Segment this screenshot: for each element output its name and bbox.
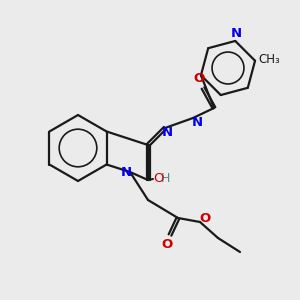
Text: O: O <box>200 212 211 224</box>
Text: O: O <box>194 73 205 85</box>
Text: N: N <box>191 116 203 130</box>
Text: O: O <box>161 238 172 250</box>
Text: N: N <box>161 127 172 140</box>
Text: O: O <box>153 172 163 185</box>
Text: H: H <box>160 172 170 184</box>
Text: N: N <box>120 167 132 179</box>
Text: CH₃: CH₃ <box>258 53 280 66</box>
Text: N: N <box>231 28 242 40</box>
